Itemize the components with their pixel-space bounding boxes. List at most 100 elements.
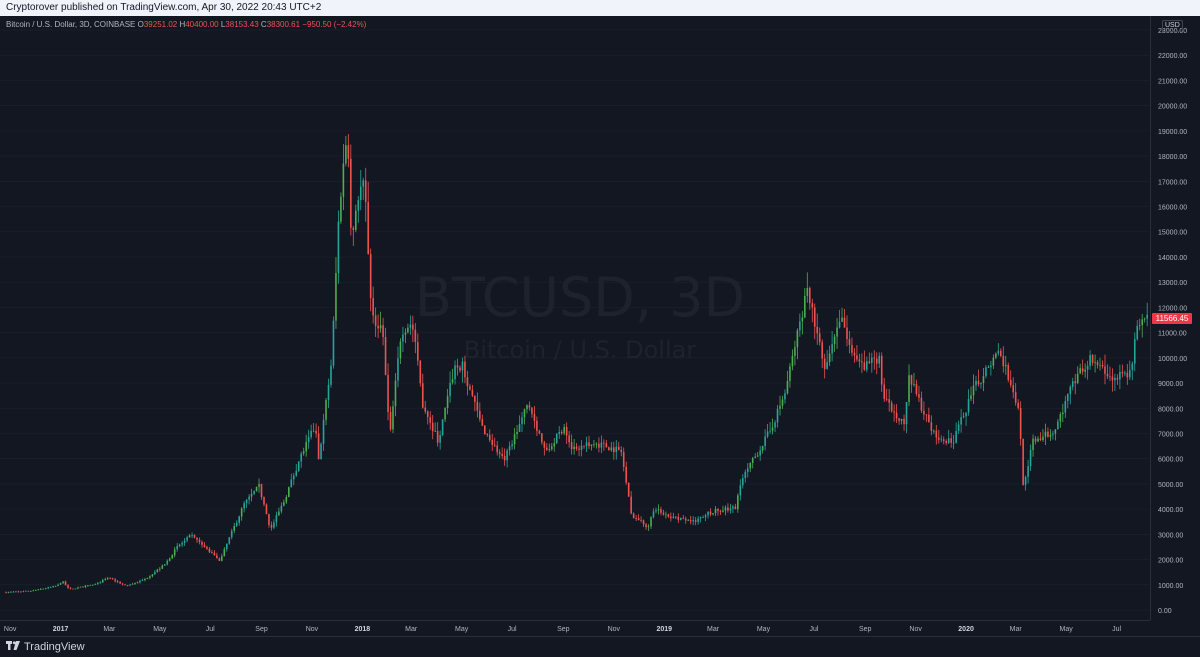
candle-body <box>39 588 42 590</box>
candle-body <box>928 414 930 423</box>
candle-body <box>483 425 486 435</box>
candle-body <box>235 522 238 527</box>
candle-body <box>1059 414 1062 422</box>
candle-body <box>1009 379 1012 386</box>
x-tick-label: May <box>153 626 167 633</box>
plot-area[interactable]: 0.00 1000.00 2000.00 3000.00 4000.00 5000.00 6… <box>0 16 1200 636</box>
candle-body <box>109 578 111 580</box>
candle-body <box>806 288 809 296</box>
candle-body <box>980 383 982 385</box>
candle-body <box>727 507 729 511</box>
candle-body <box>1017 402 1019 408</box>
candle-body <box>766 431 769 437</box>
candle-body <box>536 420 538 431</box>
candle-body <box>856 355 858 360</box>
candle-body <box>362 180 365 187</box>
candle-body <box>342 163 345 197</box>
candle-body <box>528 405 531 408</box>
candle-body <box>191 535 193 536</box>
candle-body <box>647 526 650 528</box>
candle-body <box>794 347 796 356</box>
candle-body <box>434 430 436 432</box>
y-tick-label: 21000.00 <box>1158 78 1187 85</box>
candle-body <box>501 454 503 457</box>
candle-body <box>1116 377 1119 380</box>
candle-body <box>615 446 618 453</box>
candle-body <box>429 417 432 423</box>
candle-body <box>975 380 977 386</box>
tradingview-logo[interactable]: TradingView <box>6 641 85 653</box>
candle-body <box>1119 371 1121 380</box>
currency-button[interactable]: USD <box>1162 20 1183 32</box>
candle-body <box>412 324 414 330</box>
candle-body <box>670 516 672 519</box>
candle-body <box>523 409 526 418</box>
candle-body <box>87 585 89 587</box>
candle-body <box>268 514 270 525</box>
candle-body <box>1064 400 1067 413</box>
candle-body <box>208 548 211 553</box>
candle-body <box>761 446 764 451</box>
candle-body <box>64 581 67 586</box>
symbol-legend[interactable]: Bitcoin / U.S. Dollar, 3D, COINBASE O392… <box>6 20 366 29</box>
candle-body <box>665 514 667 516</box>
y-tick-label: 20000.00 <box>1158 104 1187 111</box>
candle-body <box>513 434 516 445</box>
candle-body <box>1089 355 1091 366</box>
candle-body <box>196 537 198 540</box>
candle-body <box>258 483 260 487</box>
y-tick-label: 13000.00 <box>1158 280 1187 287</box>
candle-body <box>146 577 149 579</box>
candle-body <box>5 592 7 594</box>
candle-body <box>622 452 625 467</box>
candle-body <box>265 504 268 515</box>
candle-body <box>52 586 54 587</box>
legend-symbol: Bitcoin / U.S. Dollar, 3D, COINBASE <box>6 20 136 29</box>
candle-body <box>469 386 471 390</box>
candle-body <box>640 520 642 522</box>
candle-body <box>702 517 704 518</box>
candle-body <box>126 585 129 586</box>
candle-body <box>159 568 161 570</box>
y-tick-label: 19000.00 <box>1158 129 1187 136</box>
legend-close-label: C <box>260 20 267 29</box>
candle-body <box>1096 362 1099 366</box>
candle-body <box>818 333 821 343</box>
chart-frame[interactable]: 0.00 1000.00 2000.00 3000.00 4000.00 5000.00 6… <box>0 16 1200 636</box>
candle-body <box>421 383 424 408</box>
candle-body <box>990 365 992 368</box>
candle-body <box>1131 363 1134 371</box>
candle-body <box>178 544 181 546</box>
candle-body <box>717 508 719 511</box>
candle-body <box>1099 364 1101 366</box>
candle-body <box>101 579 104 583</box>
candle-body <box>866 361 868 370</box>
price-axis[interactable] <box>1150 16 1200 620</box>
candle-body <box>1136 325 1139 340</box>
candle-body <box>417 342 419 361</box>
candle-body <box>861 361 863 363</box>
candle-body <box>114 579 116 582</box>
y-tick-label: 2000.00 <box>1158 558 1183 565</box>
candle-body <box>764 436 766 447</box>
candle-body <box>833 336 836 345</box>
candle-body <box>156 569 159 572</box>
candle-body <box>426 411 429 418</box>
candle-body <box>77 587 79 589</box>
candle-body <box>719 510 722 512</box>
candle-body <box>890 402 893 412</box>
candle-body <box>1104 366 1106 374</box>
time-axis[interactable] <box>0 620 1150 636</box>
candle-body <box>471 389 474 396</box>
candle-body <box>672 516 675 519</box>
candle-body <box>796 330 799 348</box>
candle-body <box>732 506 734 509</box>
candle-body <box>198 539 201 542</box>
candle-body <box>588 442 590 446</box>
candle-body <box>201 541 203 545</box>
candle-body <box>560 432 563 434</box>
candle-body <box>394 380 397 407</box>
candle-body <box>424 407 427 412</box>
candle-body <box>297 461 300 471</box>
candle-body <box>1052 433 1054 435</box>
